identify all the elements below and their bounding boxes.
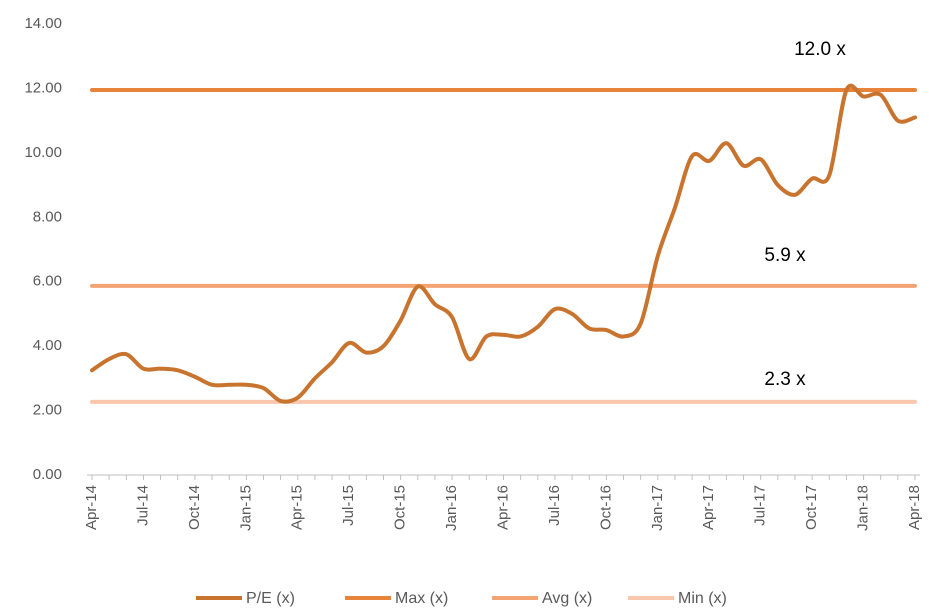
x-tick-label: Jan-18 — [855, 485, 872, 531]
y-tick-label: 14.00 — [24, 15, 62, 32]
x-tick-label: Jul-14 — [134, 485, 151, 526]
legend-label: Min (x) — [678, 590, 727, 607]
x-tick-label: Oct-16 — [597, 485, 614, 530]
legend-label: Avg (x) — [542, 590, 592, 607]
annotation: 5.9 x — [764, 245, 806, 266]
y-tick-label: 10.00 — [24, 144, 62, 161]
x-tick-label: Apr-18 — [906, 485, 923, 530]
x-tick-label: Jul-16 — [546, 485, 563, 526]
x-tick-label: Apr-17 — [700, 485, 717, 530]
x-tick-label: Jan-17 — [649, 485, 666, 531]
x-tick-label: Jul-17 — [752, 485, 769, 526]
legend-label: Max (x) — [395, 590, 448, 607]
x-tick-label: Jan-16 — [443, 485, 460, 531]
legend-label: P/E (x) — [246, 590, 295, 607]
annotation: 12.0 x — [794, 39, 846, 60]
x-tick-label: Apr-15 — [289, 485, 306, 530]
x-tick-label: Jul-15 — [340, 485, 357, 526]
y-tick-label: 6.00 — [33, 273, 62, 290]
x-tick-label: Oct-17 — [803, 485, 820, 530]
x-tick-label: Jan-15 — [237, 485, 254, 531]
x-tick-label: Apr-16 — [494, 485, 511, 530]
x-tick-label: Oct-15 — [392, 485, 409, 530]
annotation: 2.3 x — [764, 369, 806, 390]
y-tick-label: 8.00 — [33, 208, 62, 225]
x-tick-label: Oct-14 — [186, 485, 203, 530]
y-tick-label: 4.00 — [33, 337, 62, 354]
y-tick-label: 12.00 — [24, 79, 62, 96]
y-tick-label: 0.00 — [33, 466, 62, 483]
series-line — [90, 83, 917, 404]
x-tick-label: Apr-14 — [83, 485, 100, 530]
y-tick-label: 2.00 — [33, 402, 62, 419]
